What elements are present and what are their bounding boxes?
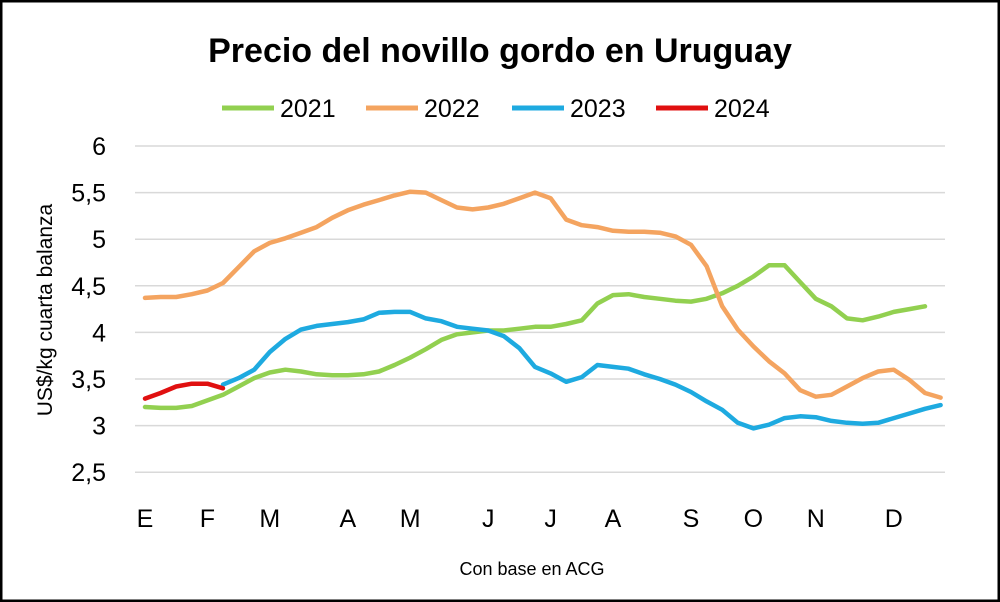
series-line-2021 [142,263,928,411]
y-tick-label: 2,5 [71,459,106,487]
x-tick-label: A [605,505,622,533]
legend-label: 2023 [570,95,626,123]
y-tick-label: 3,5 [71,366,106,394]
x-tick-label: J [482,505,495,533]
legend-label: 2021 [280,95,336,123]
legend-item-2021: 2021 [222,95,336,123]
x-tick-label: J [544,505,557,533]
x-tick-label: F [200,505,215,533]
chart-title: Precio del novillo gordo en Uruguay [208,32,792,70]
legend-item-2024: 2024 [656,95,770,123]
y-axis-label: US$/kg cuarta balanza [34,203,57,416]
series-line-2022 [142,189,943,400]
x-tick-label: N [807,505,825,533]
x-tick-label: M [259,505,280,533]
x-tick-label: S [683,505,700,533]
y-tick-label: 5,5 [71,180,106,208]
x-tick-label: M [400,505,421,533]
y-tick-label: 6 [92,133,106,161]
series-line-2023 [220,309,943,431]
y-tick-label: 4,5 [71,273,106,301]
series-lines [142,189,943,431]
y-axis-ticks: 2,5 3 3,5 4 4,5 5 5,5 6 [71,133,106,487]
x-tick-label: E [137,505,154,533]
x-tick-label: O [744,505,763,533]
legend-label: 2022 [424,95,480,123]
legend-item-2023: 2023 [512,95,626,123]
y-tick-label: 4 [92,319,106,347]
x-tick-label: A [339,505,356,533]
gridlines [135,145,945,473]
legend-item-2022: 2022 [366,95,480,123]
y-tick-label: 3 [92,413,106,441]
y-tick-label: 5 [92,226,106,254]
legend: 2021 2022 2023 2024 [222,95,770,123]
x-tick-label: D [885,505,903,533]
series-line-2024 [142,381,226,401]
legend-label: 2024 [714,95,770,123]
source-note: Con base en ACG [459,559,604,579]
